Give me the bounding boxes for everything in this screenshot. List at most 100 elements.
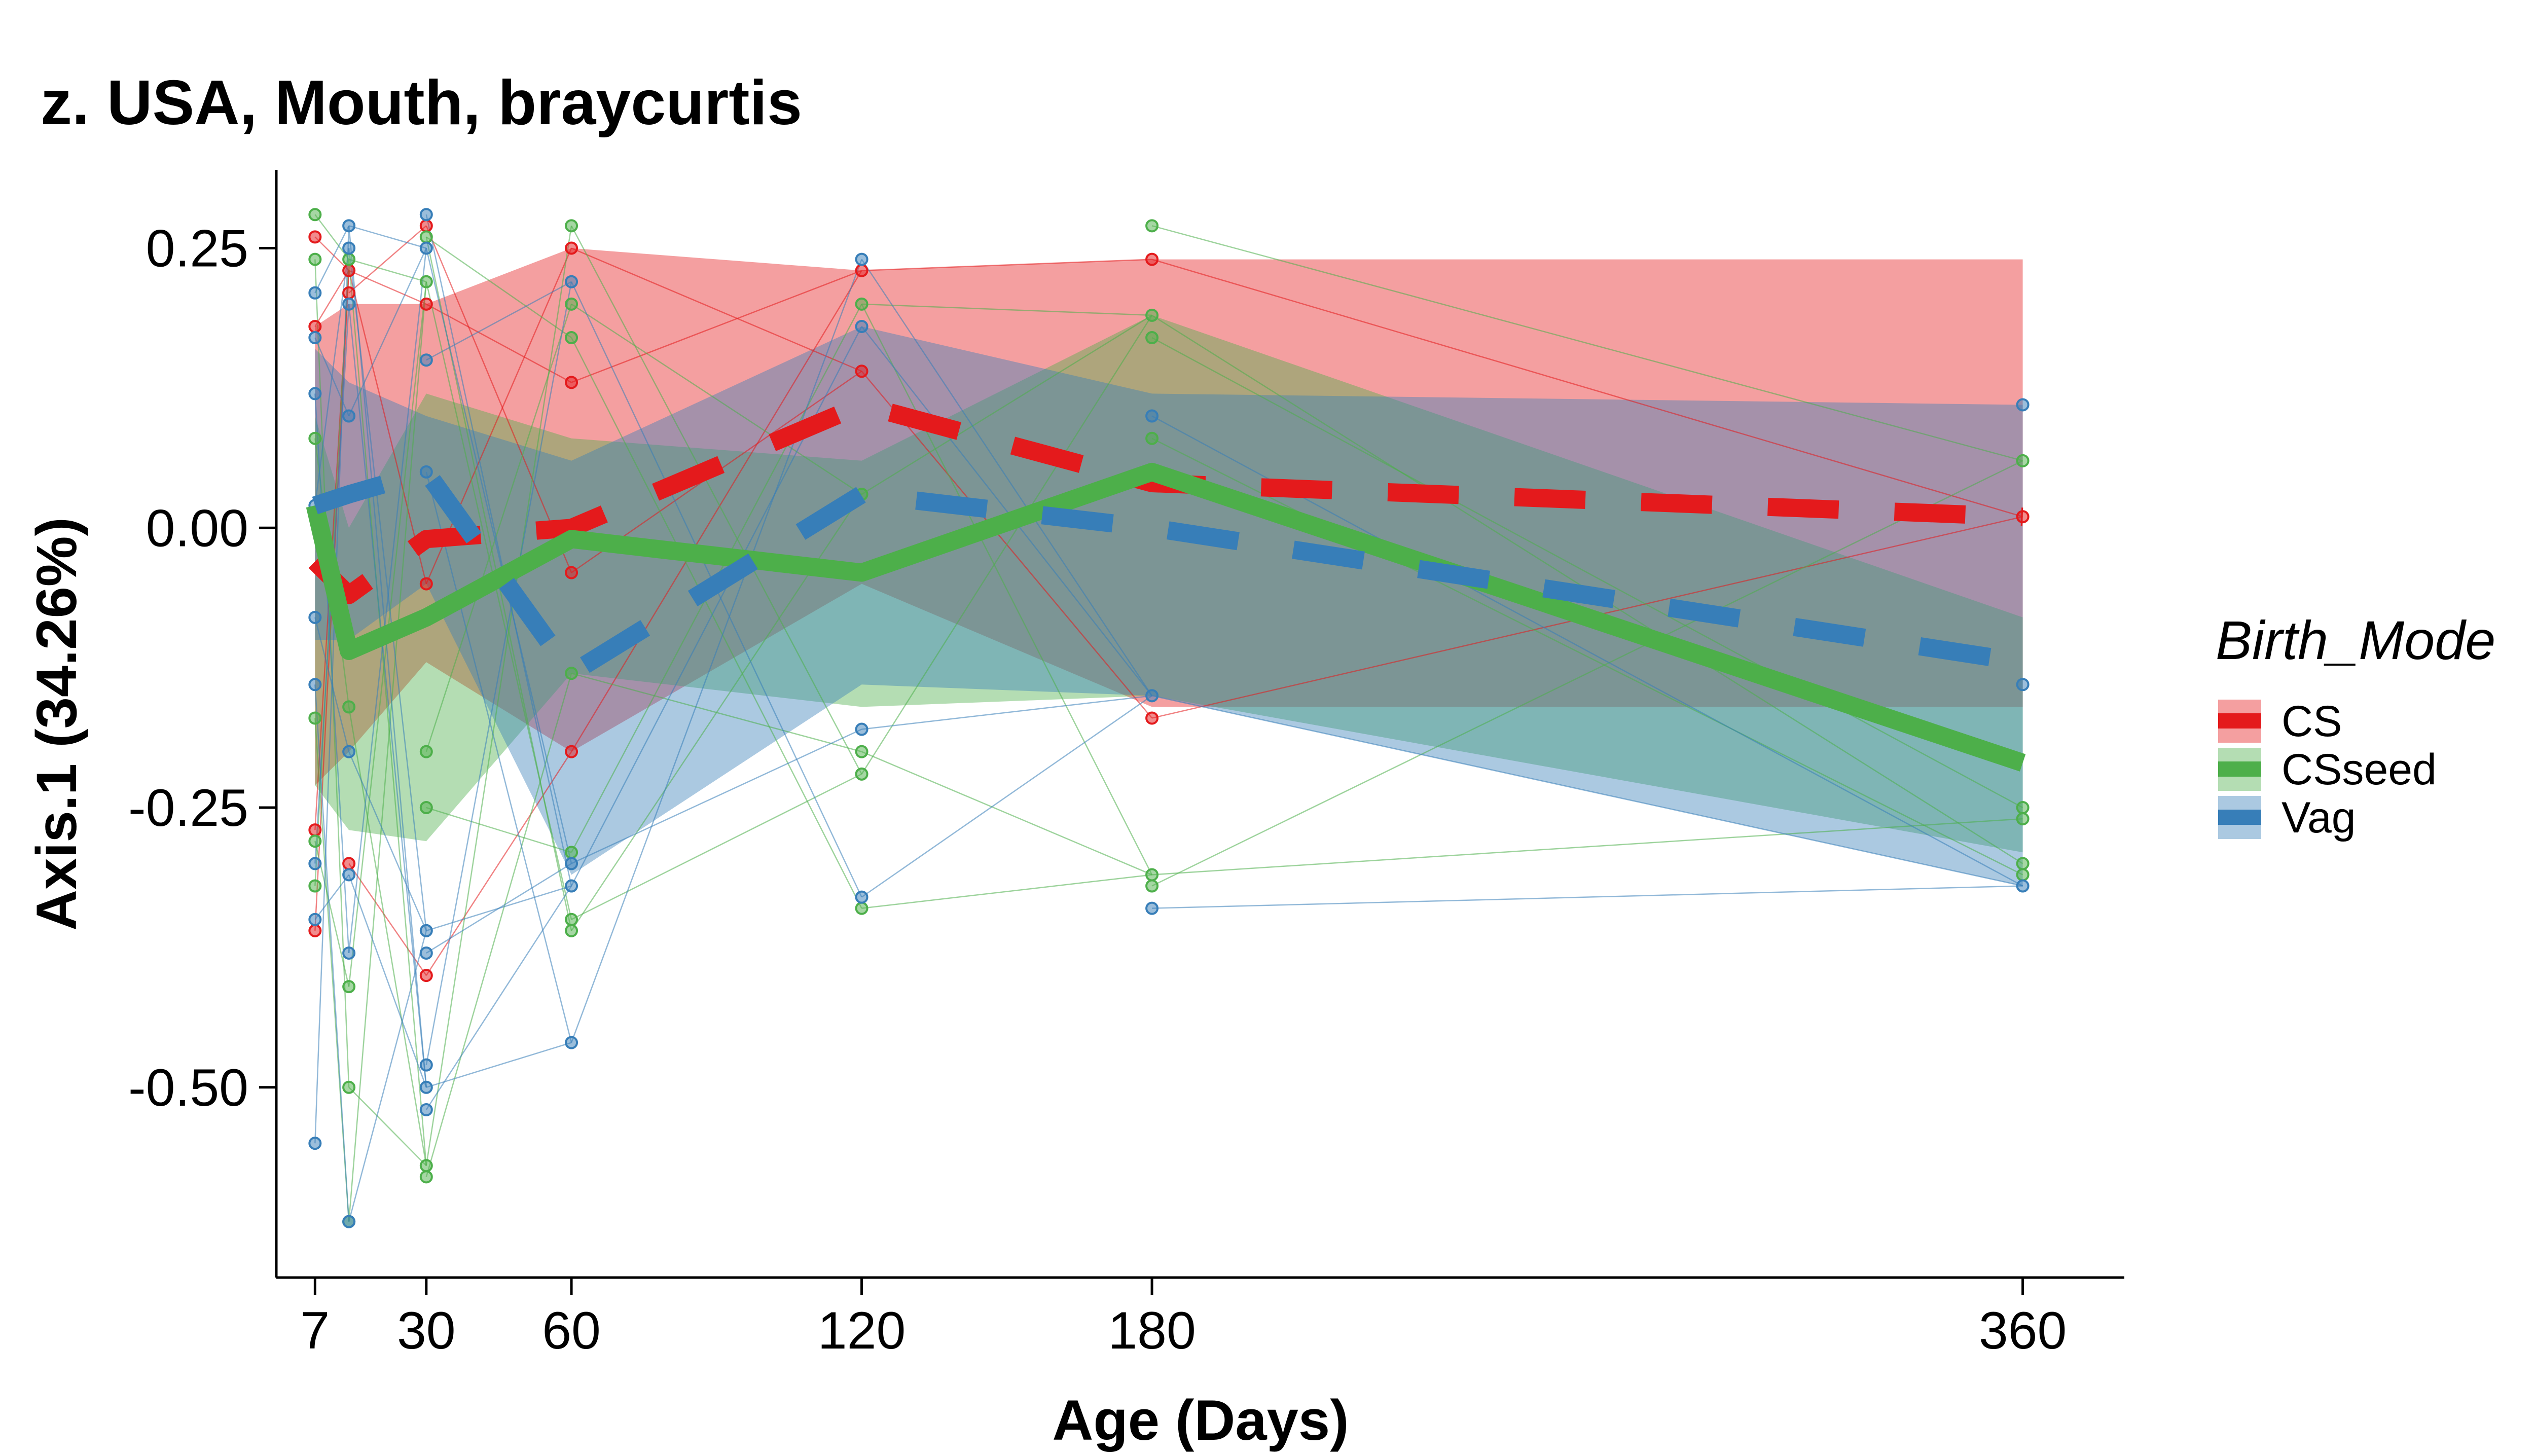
point-csseed (419, 230, 433, 244)
point-csseed (419, 745, 433, 758)
trajectory-cs (348, 225, 427, 294)
trajectory-cs (348, 270, 427, 305)
legend-title: Birth_Mode (2216, 609, 2495, 671)
trajectory-vag (570, 259, 862, 1043)
y-axis-label: Axis.1 (34.26%) (25, 517, 88, 931)
trajectory-csseed (348, 259, 427, 1166)
y-tick-label: 0.00 (146, 499, 248, 558)
trajectory-csseed (314, 214, 350, 260)
point-cs (855, 264, 868, 277)
point-vag (308, 387, 322, 401)
mean-line-csseed (306, 462, 2026, 772)
point-vag (419, 1058, 433, 1072)
plot-area (306, 208, 2030, 1228)
point-cs (308, 823, 322, 837)
point-csseed (308, 711, 322, 725)
point-csseed (565, 219, 578, 233)
trajectory-vag (425, 471, 572, 1043)
trajectory-vag (1152, 885, 2023, 909)
trajectory-csseed (1151, 460, 2023, 887)
y-tick-label: -0.25 (128, 779, 248, 838)
point-cs (419, 219, 433, 233)
point-csseed (308, 431, 322, 445)
trajectory-vag (1151, 695, 2023, 887)
point-csseed (565, 297, 578, 311)
trajectory-cs (314, 270, 350, 327)
point-vag (308, 610, 322, 624)
band-cs (315, 248, 2023, 785)
trajectory-cs (1151, 259, 2023, 518)
point-cs (565, 376, 578, 389)
point-vag (419, 353, 433, 367)
trajectory-csseed (1151, 225, 2023, 462)
trajectory-vag (348, 226, 427, 1087)
point-cs (855, 365, 868, 378)
point-vag (2016, 678, 2030, 691)
point-csseed (308, 208, 322, 222)
trajectory-csseed (570, 337, 862, 909)
point-csseed (308, 834, 322, 848)
trajectory-csseed (1152, 818, 2023, 876)
x-tick-label: 180 (1108, 1301, 1196, 1360)
point-vag (342, 297, 356, 311)
confidence-bands (315, 248, 2023, 886)
point-csseed (2016, 454, 2030, 467)
point-csseed (419, 801, 433, 815)
trajectory-cs (425, 225, 572, 573)
point-vag (855, 319, 868, 333)
point-csseed (1145, 431, 1159, 445)
point-csseed (565, 667, 578, 680)
axes: 7 30 60 120 180 360 0.25 0.00 -0.25 -0.50 (128, 170, 2124, 1360)
trajectory-csseed (426, 807, 572, 853)
sample-points (308, 208, 2030, 1228)
point-vag (419, 208, 433, 222)
trajectory-csseed (425, 226, 572, 1166)
point-vag (1145, 409, 1159, 423)
trajectory-vag (348, 751, 427, 931)
point-vag (308, 913, 322, 926)
mean-line-cs (308, 395, 2023, 604)
band-vag (315, 326, 2023, 886)
point-vag (308, 678, 322, 691)
point-csseed (855, 297, 868, 311)
point-vag (2016, 879, 2030, 893)
trajectory-cs (571, 270, 862, 383)
trajectory-csseed (348, 1086, 427, 1167)
point-csseed (2016, 812, 2030, 826)
point-vag (419, 946, 433, 960)
point-csseed (342, 1080, 356, 1094)
x-tick-label: 120 (818, 1301, 906, 1360)
trajectory-csseed (1151, 337, 2023, 809)
point-vag (342, 868, 356, 882)
point-csseed (419, 1159, 433, 1173)
trajectory-vag (571, 729, 862, 864)
point-vag (342, 241, 356, 255)
x-axis-label: Age (Days) (1052, 1389, 1349, 1452)
x-tick-label: 7 (300, 1301, 330, 1360)
point-csseed (342, 980, 356, 994)
trajectory-csseed (861, 304, 1153, 876)
point-csseed (2016, 857, 2030, 870)
trajectory-csseed (348, 281, 427, 1222)
point-csseed (2016, 868, 2030, 882)
point-csseed (565, 331, 578, 345)
point-csseed (2016, 801, 2030, 815)
legend-label-vag: Vag (2282, 793, 2356, 842)
point-vag (1145, 689, 1159, 703)
point-csseed (565, 924, 578, 937)
sample-trajectories (314, 214, 2023, 1222)
point-cs (308, 319, 322, 333)
point-cs (308, 230, 322, 244)
point-vag (342, 745, 356, 758)
trajectory-csseed (861, 303, 1152, 316)
trajectory-vag (348, 248, 427, 954)
point-cs (342, 857, 356, 870)
point-vag (308, 857, 322, 870)
trajectory-vag (348, 304, 427, 1087)
point-csseed (419, 275, 433, 288)
y-ticks: 0.25 0.00 -0.25 -0.50 (128, 219, 276, 1117)
point-vag (342, 409, 356, 423)
